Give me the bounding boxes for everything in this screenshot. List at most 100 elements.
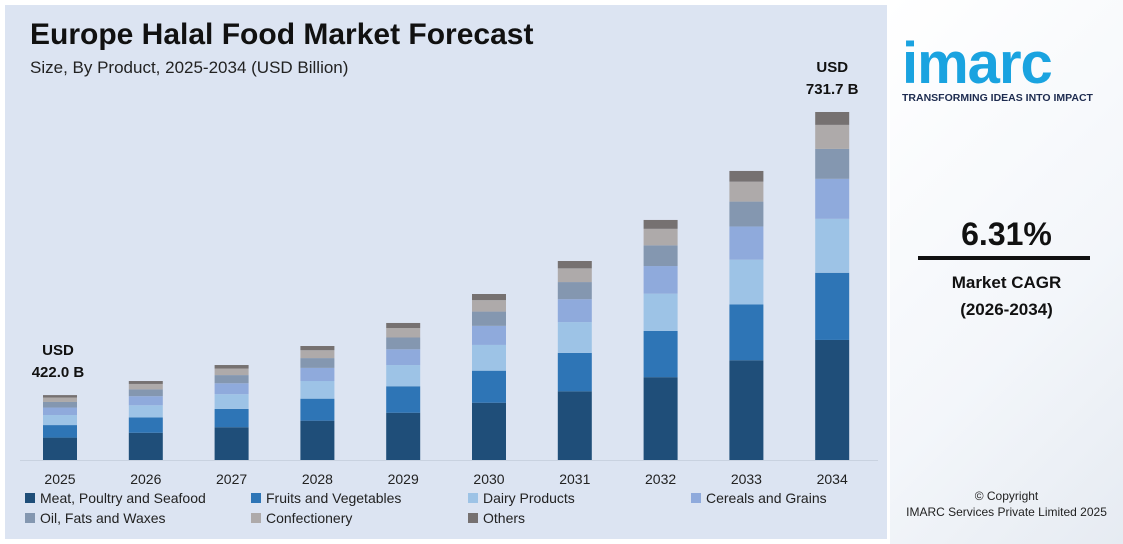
legend-item: Oil, Fats and Waxes [25,510,166,526]
bar-segment [386,386,421,413]
x-tick-label: 2026 [130,471,161,487]
bar-segment [815,124,850,149]
cagr-period: (2026-2034) [960,300,1053,319]
bar-segment [729,170,764,182]
bar-segment [128,381,163,384]
total-label: USD [816,59,848,76]
bar-segment [557,352,592,392]
bar-segment [214,375,249,384]
total-label: 731.7 B [806,81,859,98]
bar-segment [300,367,335,382]
bar-segment [386,349,421,366]
bar-segment [472,370,506,403]
legend-swatch [691,493,701,503]
bar-segment [472,311,506,326]
legend-swatch [25,513,35,523]
x-tick-label: 2034 [817,471,848,487]
bar-segment [643,245,678,267]
bar-segment [815,178,850,219]
bar-segment [214,408,249,428]
bar-segment [557,391,592,460]
imarc-logo: imarc [902,31,1053,96]
bar-segment [43,415,77,426]
bar-segment [557,299,592,323]
bar-segment [128,417,163,433]
bar-segment [300,350,335,359]
bar-segment [815,148,850,179]
bar-segment [300,381,335,399]
bar-segment [557,268,592,283]
stacked-bar-chart: 2025 USD 422.0 B 2026 2027 2028 2029 2030 2031 20… [20,59,878,487]
legend-item: Confectionery [251,510,352,526]
legend-item: Cereals and Grains [691,490,827,506]
bar-segment [643,266,678,294]
cagr-label: Market CAGR [951,273,1062,292]
legend-swatch [251,513,261,523]
bar-segment [643,377,678,460]
bar-segment [300,420,335,460]
bar-segment [128,405,163,418]
bar-segment [557,322,592,353]
bar-segment [815,112,850,125]
legend-swatch [25,493,35,503]
cagr-value: 6.31% [961,216,1052,252]
bar-segment [128,432,163,460]
bar-segment [300,358,335,368]
x-tick-label: 2028 [302,471,333,487]
bar-segment [43,401,77,408]
bar-segment [386,328,421,338]
x-tick-label: 2025 [44,471,75,487]
legend-swatch [251,493,261,503]
total-label: USD [42,342,74,359]
bar-segment [128,389,163,397]
bar-segment [643,219,678,229]
bar-segment [472,325,506,345]
bar-segment [643,330,678,378]
bar-segment [214,394,249,409]
copyright: © Copyright IMARC Services Private Limit… [890,488,1123,520]
legend-label: Fruits and Vegetables [266,490,402,506]
x-tick-label: 2031 [559,471,590,487]
legend-label: Others [483,510,526,526]
bar-segment [729,201,764,227]
x-tick-label: 2027 [216,471,247,487]
bar-segment [43,437,77,460]
bar-segment [557,282,592,300]
chart-subtitle: Size, By Product, 2025-2034 (USD Billion… [30,58,349,77]
bar-segment [214,383,249,395]
legend-label: Cereals and Grains [706,490,827,506]
legend-item: Meat, Poultry and Seafood [25,490,206,506]
cagr-divider [918,256,1090,260]
bar-segment [128,396,163,406]
bar-segment [386,322,421,329]
bar-segment [643,293,678,331]
bar-segment [43,407,77,416]
copyright-line1: © Copyright [974,489,1039,503]
bar-segment [128,383,163,390]
bar-segment [815,272,850,340]
legend-label: Confectionery [266,510,353,526]
chart-title: Europe Halal Food Market Forecast [30,18,534,51]
x-tick-label: 2032 [645,471,676,487]
legend-swatch [468,513,478,523]
x-tick-label: 2030 [473,471,504,487]
brand-panel: imarc TRANSFORMING IDEAS INTO IMPACT 6.3… [890,0,1123,544]
legend-swatch [468,493,478,503]
bar-segment [729,226,764,260]
legend-label: Meat, Poultry and Seafood [40,490,206,506]
x-tick-label: 2033 [731,471,762,487]
bar-segment [472,402,506,460]
bar-segment [729,304,764,361]
bar-segment [815,339,850,460]
bar-segment [643,228,678,246]
bar-segment [729,259,764,305]
bar-segment [815,218,850,273]
bar-segment [43,395,77,398]
bar-segment [214,427,249,460]
bar-segment [729,360,764,460]
bar-segment [557,260,592,269]
bar-segment [729,181,764,202]
bar-segment [300,398,335,421]
bar-segment [43,397,77,402]
bar-segment [472,293,506,301]
